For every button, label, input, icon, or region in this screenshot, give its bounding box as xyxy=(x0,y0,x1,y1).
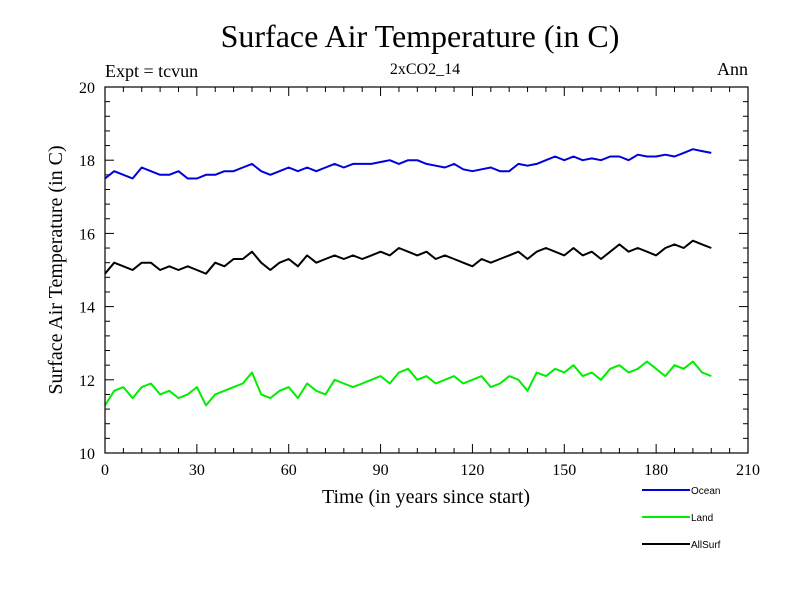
legend: Ocean Land AllSurf xyxy=(642,486,721,551)
x-tick-label: 210 xyxy=(736,462,760,479)
y-tick-label: 10 xyxy=(79,446,95,463)
y-tick-label: 12 xyxy=(79,373,95,390)
x-tick-label: 90 xyxy=(373,462,389,479)
legend-label-allsurf: AllSurf xyxy=(691,540,721,551)
legend-label-ocean: Ocean xyxy=(691,486,720,497)
series-line-ocean xyxy=(104,148,712,180)
x-tick-label: 180 xyxy=(644,462,668,479)
y-tick-label: 18 xyxy=(79,153,95,170)
chart-subtitle: 2xCO2_14 xyxy=(390,61,460,78)
experiment-label: Expt = tcvun xyxy=(105,61,198,81)
y-tick-labels: 10 12 14 16 18 20 xyxy=(79,80,95,463)
series-line-land xyxy=(104,360,712,407)
y-tick-label: 14 xyxy=(79,300,95,317)
y-tick-label: 16 xyxy=(79,226,95,243)
x-axis-label: Time (in years since start) xyxy=(322,486,530,508)
series-lines xyxy=(104,148,712,407)
x-tick-label: 60 xyxy=(281,462,297,479)
x-tick-labels: 0 30 60 90 120 150 180 210 xyxy=(101,462,760,479)
x-tick-label: 150 xyxy=(552,462,576,479)
x-tick-label: 120 xyxy=(460,462,484,479)
y-axis-label: Surface Air Temperature (in C) xyxy=(45,145,67,394)
y-tick-label: 20 xyxy=(79,80,95,97)
plot-frame xyxy=(104,86,749,454)
x-tick-label: 0 xyxy=(101,462,109,479)
period-label: Ann xyxy=(717,59,748,79)
series-line-allsurf xyxy=(104,239,712,275)
legend-label-land: Land xyxy=(691,513,713,524)
chart-title: Surface Air Temperature (in C) xyxy=(221,18,620,54)
x-tick-label: 30 xyxy=(189,462,205,479)
